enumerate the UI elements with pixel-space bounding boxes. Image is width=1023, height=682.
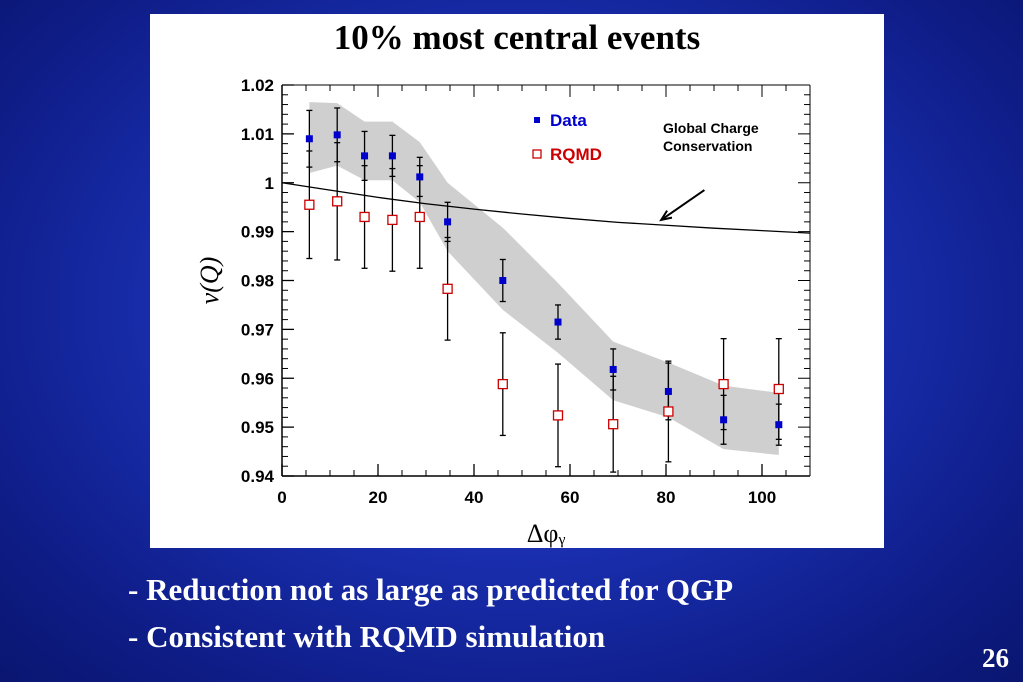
legend-label: Data (550, 111, 587, 130)
rqmd-point (414, 211, 425, 223)
rqmd-point (608, 419, 619, 430)
rqmd-point (718, 378, 729, 390)
rqmd-point (773, 383, 784, 395)
x-tick-label: 100 (748, 488, 776, 507)
annotation: Global Charge Conservation (659, 120, 759, 222)
x-tick-label: 40 (465, 488, 484, 507)
y-tick-label: 0.94 (241, 467, 275, 486)
data-point (720, 416, 728, 424)
data-point (416, 173, 424, 181)
data-point (444, 218, 452, 226)
y-tick-label: 1.01 (241, 125, 274, 144)
curve-layer (281, 182, 811, 234)
y-tick-label: 1 (265, 174, 274, 193)
x-tick-label: 0 (277, 488, 286, 507)
bullet-item: - Consistent with RQMD simulation (128, 619, 606, 654)
y-tick-label: 0.98 (241, 272, 274, 291)
bullet-list: - Reduction not as large as predicted fo… (128, 566, 733, 660)
annotation-arrowhead (659, 210, 673, 222)
data-point (305, 135, 313, 143)
rqmd-point (304, 199, 315, 210)
data-point (609, 365, 617, 373)
x-axis-label: Δφᵧ (527, 519, 566, 548)
annotation-text: Global Charge (663, 120, 759, 136)
y-tick-label: 0.97 (241, 320, 274, 339)
legend-marker-data (534, 117, 540, 123)
axes: 0.94 0.95 0.96 0.97 0.98 0.99 1 1.01 1.02 0 20 40 60… (195, 76, 811, 548)
rqmd-point (359, 211, 370, 223)
y-tick-label: 0.96 (241, 369, 274, 388)
rqmd-point (387, 214, 398, 226)
y-tick-label: 1.02 (241, 76, 274, 95)
page-number: 26 (982, 643, 1009, 673)
slide-title: 10% most central events (333, 18, 701, 57)
x-tick-label: 60 (561, 488, 580, 507)
rqmd-point (442, 283, 453, 294)
data-point (664, 387, 672, 395)
bullet-item: - Reduction not as large as predicted fo… (128, 572, 734, 607)
y-axis-label: ν(Q) (195, 257, 224, 305)
charge-conservation-curve (281, 182, 811, 234)
rqmd-point (663, 406, 674, 417)
data-point (554, 318, 562, 326)
rqmd-point (552, 410, 564, 421)
prediction-band (309, 102, 779, 455)
y-tick-label: 0.99 (241, 223, 274, 242)
rqmd-point (332, 196, 343, 207)
y-tick-label: 0.95 (241, 418, 274, 437)
x-tick-label: 20 (369, 488, 388, 507)
point-layer (304, 131, 784, 430)
legend-label: RQMD (550, 145, 602, 164)
data-point (361, 152, 369, 160)
band-layer (309, 102, 779, 455)
annotation-arrow (660, 189, 705, 221)
data-point (333, 131, 341, 139)
data-point (499, 277, 507, 284)
chart: 0.94 0.95 0.96 0.97 0.98 0.99 1 1.01 1.02 0 20 40 60… (195, 76, 811, 548)
data-point (388, 152, 396, 160)
data-point (775, 421, 783, 429)
legend-marker-rqmd (532, 149, 542, 159)
annotation-text: Conservation (663, 138, 752, 154)
legend: Data RQMD (532, 111, 602, 164)
rqmd-point (497, 378, 508, 390)
x-tick-label: 80 (657, 488, 676, 507)
